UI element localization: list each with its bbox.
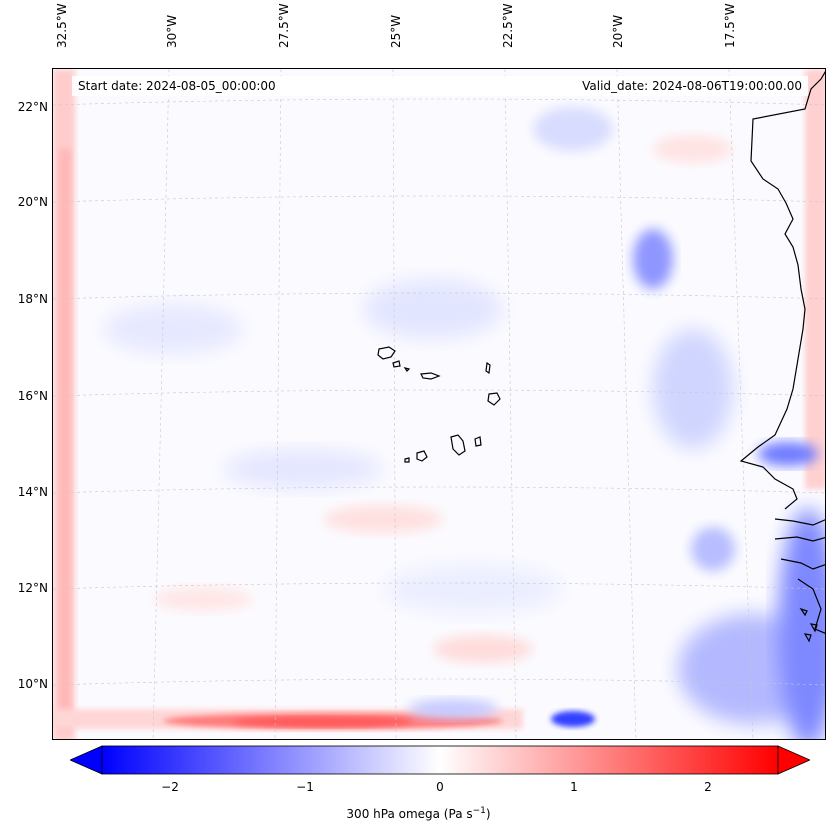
island-santa-luzia (403, 367, 411, 372)
red-patch-southwest (153, 587, 253, 611)
colorbar-tick-neg2: −2 (161, 780, 179, 794)
blue-patch-southeast-ring (691, 527, 735, 571)
red-patch-central (323, 505, 443, 533)
colorbar (70, 745, 810, 775)
blue-patch-north (533, 107, 613, 151)
blue-patch-northeast (633, 229, 673, 289)
lat-label-20n: 20°N (17, 195, 48, 209)
lat-label-16n: 16°N (17, 389, 48, 403)
blue-patch-south-central (383, 564, 563, 614)
meridian-17-5w (728, 69, 754, 739)
omega-map (52, 68, 826, 740)
blue-patch-southeast-2 (778, 509, 825, 739)
valid-date-label: Valid_date: 2024-08-06T19:00:00.00 (582, 79, 802, 93)
coast-gambia-guinea (774, 518, 825, 634)
meridian-25w (392, 69, 397, 739)
colorbar-extend-negative (70, 745, 103, 775)
blue-patch-south-2 (408, 699, 498, 719)
blue-patch-south-strong (551, 711, 595, 727)
parallel-16n (53, 389, 825, 397)
island-fogo (416, 450, 428, 462)
start-date-label: Start date: 2024-08-05_00:00:00 (78, 79, 276, 93)
island-brava (404, 457, 410, 463)
lon-label-20w: 20°W (611, 14, 625, 48)
island-sao-nicolau (420, 372, 441, 380)
meridian-22-5w (504, 69, 517, 739)
bijagos-islands (799, 607, 818, 643)
lon-label-27-5w: 27.5°W (277, 3, 291, 48)
red-patch-north (653, 135, 733, 163)
meridian-20w (616, 69, 637, 739)
island-santo-antao (377, 346, 396, 360)
meridian-30w (152, 69, 170, 739)
date-info-bar: Start date: 2024-08-05_00:00:00 Valid_da… (72, 76, 808, 96)
meridian-27-5w (274, 69, 282, 739)
bottom-red-band-core (233, 717, 413, 727)
parallel-12n (53, 582, 825, 590)
boundary-strip-east (805, 69, 825, 489)
island-boa-vista (487, 392, 501, 406)
lon-label-25w: 25°W (389, 14, 403, 48)
island-sao-vicente (392, 360, 401, 368)
cape-verde-islands (377, 346, 501, 463)
coast-mauritania-senegal (739, 71, 825, 510)
island-santiago (450, 434, 466, 456)
colorbar-tick-0: 0 (436, 780, 444, 794)
african-coastline (739, 71, 825, 643)
lon-label-17-5w: 17.5°W (723, 3, 737, 48)
parallel-14n (53, 486, 825, 494)
lon-label-30w: 30°W (165, 14, 179, 48)
colorbar-body (101, 745, 779, 775)
island-sal (485, 361, 491, 375)
colorbar-tick-1: 1 (570, 780, 578, 794)
red-patch-south (433, 635, 533, 663)
boundary-strip-west-core (59, 149, 71, 729)
lat-label-10n: 10°N (17, 677, 48, 691)
colorbar-tick-2: 2 (704, 780, 712, 794)
blue-patch-southwest (223, 449, 383, 489)
lat-label-12n: 12°N (17, 581, 48, 595)
graticule (53, 69, 825, 739)
colorbar-tick-neg1: −1 (296, 780, 314, 794)
omega-field (53, 69, 825, 739)
blue-patch-central (363, 279, 503, 339)
lat-label-22n: 22°N (17, 100, 48, 114)
colorbar-extend-positive (777, 745, 810, 775)
blue-patch-west (103, 304, 243, 354)
blue-patch-coast (758, 442, 818, 466)
parallel-18n (53, 292, 825, 300)
lat-label-14n: 14°N (17, 485, 48, 499)
parallel-20n (53, 195, 825, 203)
lon-label-22-5w: 22.5°W (501, 3, 515, 48)
blue-patch-mid-east (653, 329, 733, 449)
colorbar-label: 300 hPa omega (Pa s−1) (346, 806, 491, 821)
parallel-10n (53, 678, 825, 686)
lon-label-32-5w: 32.5°W (55, 3, 69, 48)
map-canvas (53, 69, 825, 739)
parallel-22n (53, 98, 825, 106)
island-maio (474, 436, 482, 447)
lat-label-18n: 18°N (17, 292, 48, 306)
